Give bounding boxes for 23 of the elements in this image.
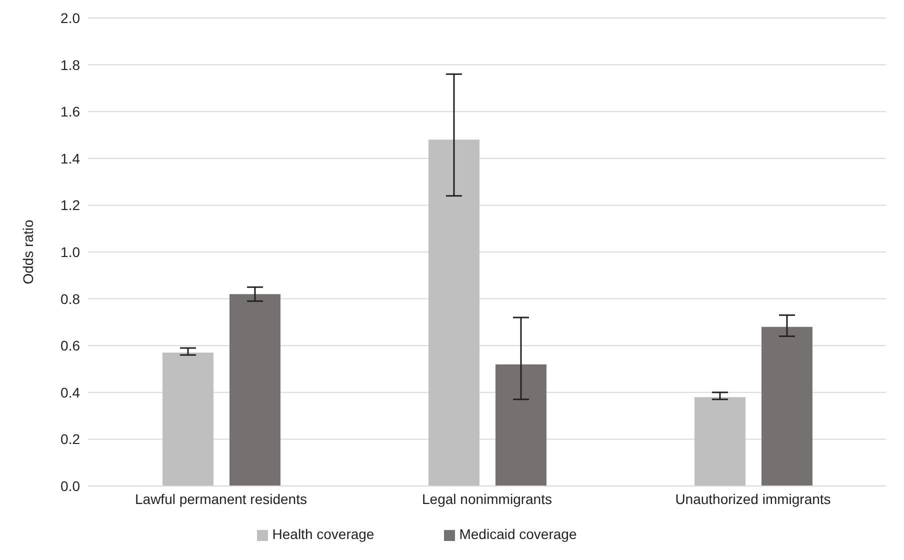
y-tick-label: 1.0 [60, 244, 80, 260]
y-tick-label: 0.6 [60, 338, 80, 354]
bar [694, 397, 746, 486]
y-tick-label: 2.0 [60, 10, 80, 26]
y-tick-label: 0.4 [60, 384, 80, 400]
y-tick-label: 1.4 [60, 150, 80, 166]
y-tick-label: 0.8 [60, 290, 80, 307]
bar [162, 352, 214, 486]
legend-label: Health coverage [272, 526, 374, 542]
bar [761, 326, 812, 486]
bar [495, 364, 546, 486]
bar [428, 140, 480, 486]
legend-label: Medicaid coverage [459, 526, 577, 542]
y-tick-label: 1.8 [60, 56, 80, 73]
x-tick-label: Unauthorized immigrants [675, 490, 831, 507]
bar [229, 294, 280, 486]
x-tick-label: Lawful permanent residents [135, 490, 307, 507]
x-tick-label: Legal nonimmigrants [422, 490, 552, 507]
y-tick-label: 0.0 [60, 478, 80, 494]
y-tick-label: 1.6 [60, 104, 80, 120]
y-tick-label: 0.2 [60, 431, 80, 448]
y-axis-title: Odds ratio [20, 219, 36, 284]
y-tick-label: 1.2 [60, 197, 80, 214]
